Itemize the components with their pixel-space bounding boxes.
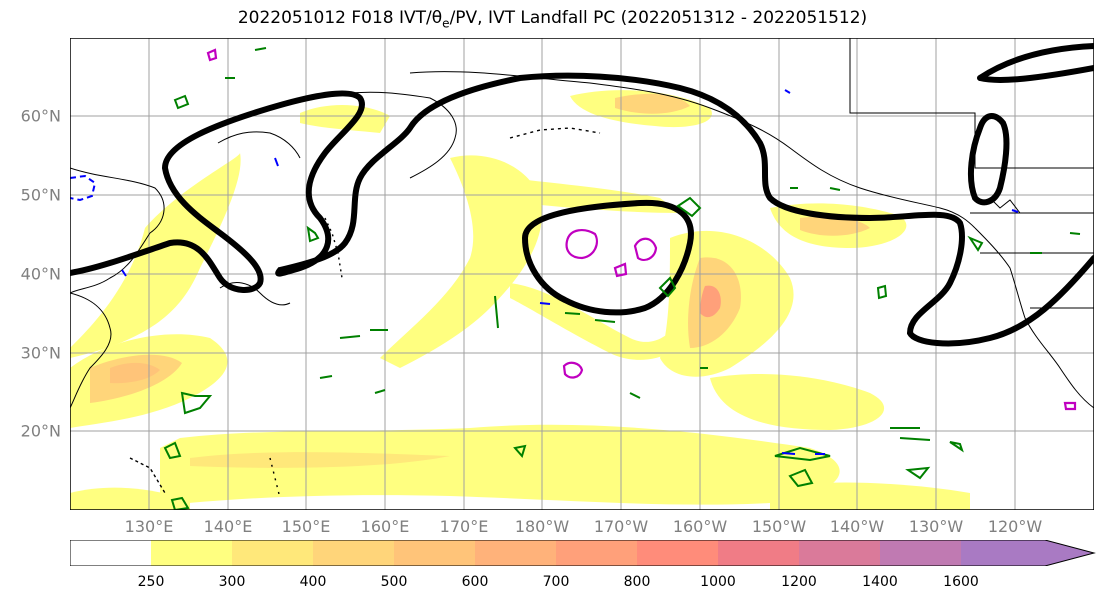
colorbar-tick-500: 500 [380,574,408,590]
colorbar-tick-250: 250 [137,574,165,590]
colorbar-tick-300: 300 [218,574,246,590]
lon-label-150w: 150°W [751,517,807,536]
lat-label-60n: 60°N [20,106,61,126]
lat-label-50n: 50°N [20,185,61,205]
lat-label-40n: 40°N [20,264,61,284]
colorbar-segment-3 [313,540,394,566]
island-arcs [129,127,601,499]
colorbar-segment-2 [232,540,313,566]
colorbar-segment-6 [556,540,637,566]
map-panel [70,38,1094,510]
lat-label-30n: 30°N [20,343,61,363]
lon-label-140e: 140°E [203,517,253,536]
pv-contours-blue [70,89,1019,455]
map-title: 2022051012 F018 IVT/θe/PV, IVT Landfall … [237,8,868,31]
lon-label-160w: 160°W [672,517,728,536]
colorbar-segment-11 [961,540,1045,566]
colorbar-segment-9 [799,540,880,566]
colorbar-tick-1000: 1000 [700,574,736,590]
colorbar-tick-1200: 1200 [781,574,817,590]
colorbar-segment-10 [880,540,961,566]
coastlines [70,38,1094,409]
colorbar-segment-0 [70,540,151,566]
lon-label-170e: 170°E [439,517,489,536]
colorbar-tick-800: 800 [623,574,651,590]
ivt-colorbar [70,540,1096,566]
lon-label-160e: 160°E [360,517,410,536]
graticule [70,38,1094,510]
ivt-core-shading [90,93,870,468]
colorbar-extend-arrow [1045,540,1094,566]
colorbar-segment-1 [151,540,232,566]
colorbar-tick-1600: 1600 [943,574,979,590]
lon-label-130e: 130°E [124,517,174,536]
colorbar-tick-700: 700 [542,574,570,590]
colorbar-tick-600: 600 [461,574,489,590]
lon-label-140w: 140°W [829,517,885,536]
colorbar-tick-1400: 1400 [862,574,898,590]
pv-contours-magenta [206,48,1077,411]
pv-contours-green [163,47,1081,510]
pc-contour [70,43,1094,347]
colorbar-tick-400: 400 [299,574,327,590]
lon-label-170w: 170°W [593,517,649,536]
lat-label-20n: 20°N [20,421,61,441]
lon-label-130w: 130°W [908,517,964,536]
colorbar-segment-8 [718,540,799,566]
colorbar-segment-7 [637,540,718,566]
lon-label-180w: 180°W [514,517,570,536]
lon-label-120w: 120°W [987,517,1043,536]
lon-label-150e: 150°E [281,517,331,536]
colorbar-segment-4 [394,540,475,566]
colorbar-segment-5 [475,540,556,566]
